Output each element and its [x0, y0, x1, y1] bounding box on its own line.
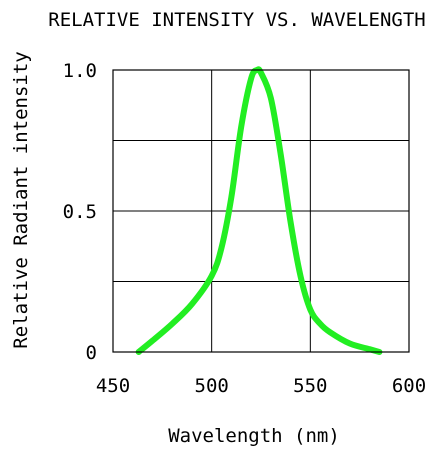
chart-title: RELATIVE INTENSITY VS. WAVELENGTH — [48, 9, 425, 31]
series-point-0-12 — [278, 152, 284, 158]
series-point-0-15 — [307, 307, 313, 313]
x-tick-label-550: 550 — [293, 375, 327, 397]
series-point-0-8 — [248, 75, 254, 81]
x-axis-ticks: 450 500 550 600 — [96, 375, 425, 397]
x-tick-label-600: 600 — [392, 375, 425, 397]
series-point-0-19 — [367, 346, 373, 352]
series-point-0-3 — [189, 301, 195, 307]
x-tick-label-450: 450 — [96, 375, 130, 397]
series-layer — [135, 66, 383, 355]
x-tick-label-500: 500 — [195, 375, 229, 397]
series-point-0-2 — [169, 321, 175, 327]
y-tick-label-2: 1.0 — [63, 60, 97, 82]
y-tick-label-1: 0.5 — [63, 201, 97, 223]
series-point-0-7 — [238, 123, 244, 129]
series-point-0-1 — [149, 338, 155, 344]
series-point-0-4 — [209, 273, 215, 279]
series-point-0-17 — [327, 329, 333, 335]
series-point-0-13 — [288, 219, 294, 225]
plot-frame — [112, 69, 410, 353]
grid — [113, 70, 409, 352]
series-point-0-6 — [228, 194, 234, 200]
series-point-0-18 — [347, 341, 353, 347]
series-point-0-5 — [219, 245, 225, 251]
series-point-0-11 — [268, 95, 274, 101]
series-point-0-10 — [258, 70, 264, 76]
series-point-0-14 — [297, 273, 303, 279]
y-axis-ticks: 0 0.5 1.0 — [63, 60, 97, 364]
y-tick-label-0: 0 — [86, 342, 97, 364]
series-point-0-16 — [317, 321, 323, 327]
y-axis-label: Relative Radiant intensity — [10, 51, 32, 348]
x-axis-label: Wavelength (nm) — [168, 425, 340, 447]
